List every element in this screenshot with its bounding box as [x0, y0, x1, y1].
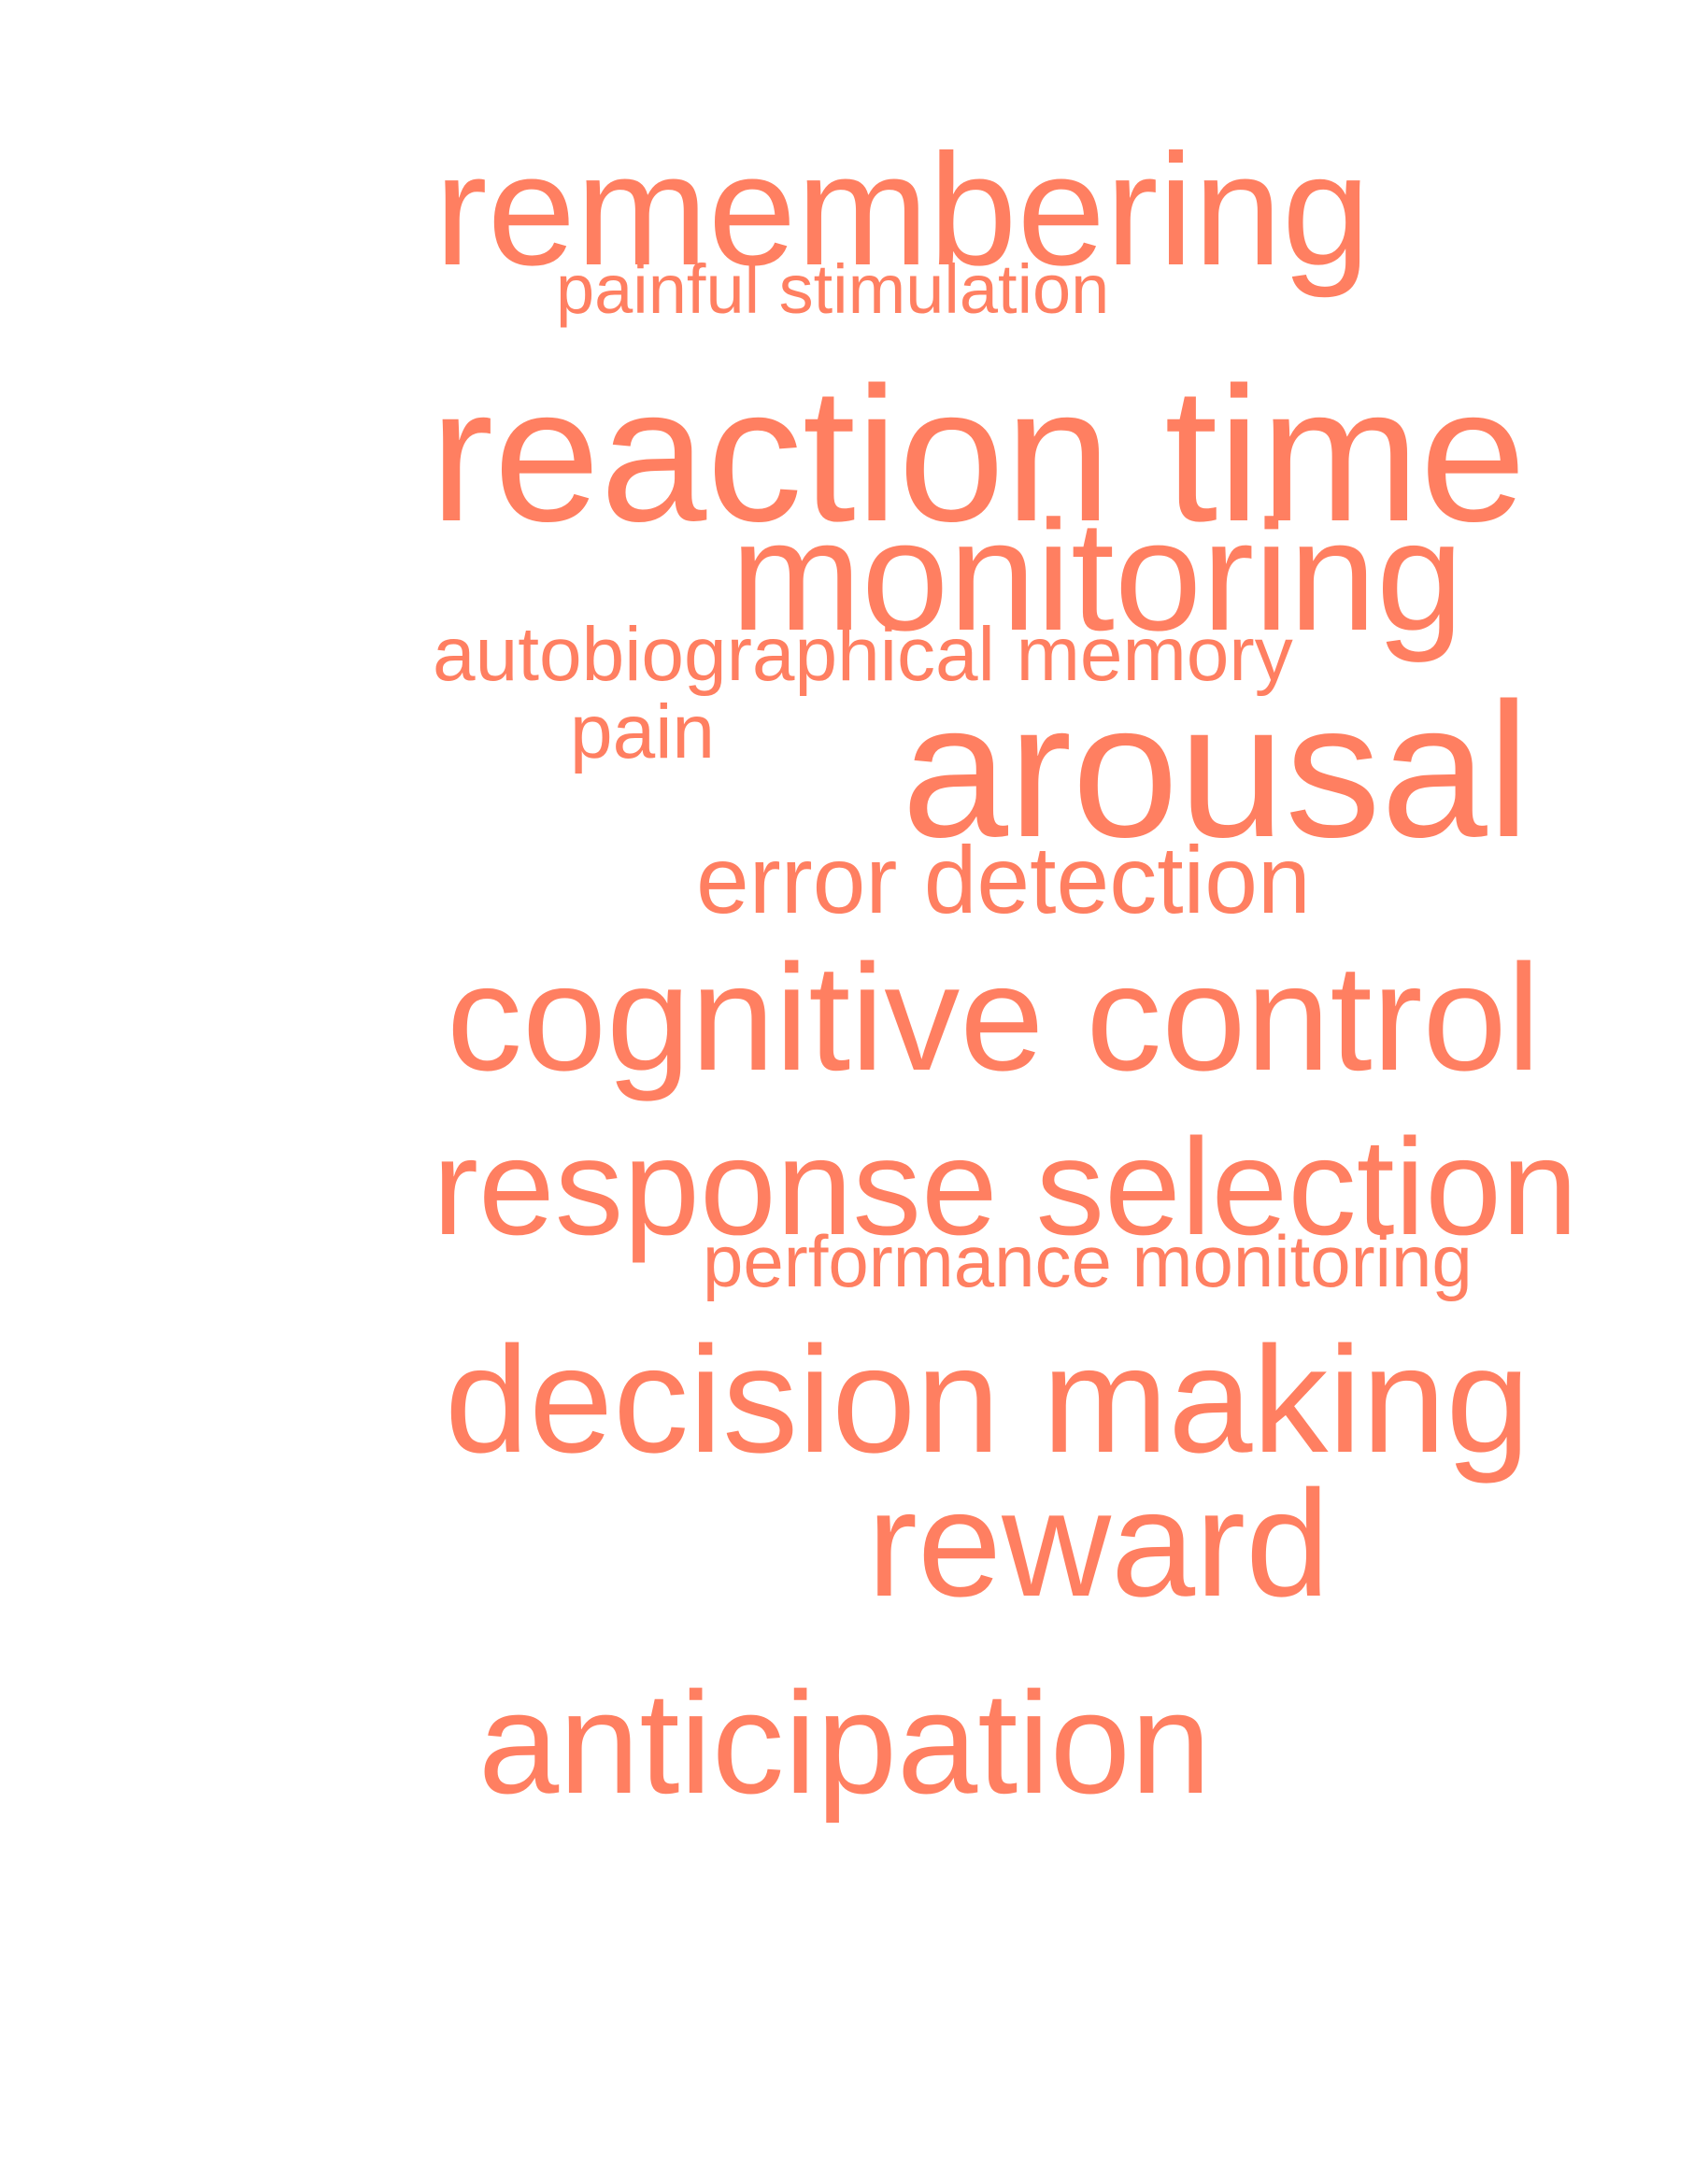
word-monitoring: monitoring: [731, 488, 1464, 663]
word-painful-stimulation: painful stimulation: [556, 250, 1110, 328]
word-autobiographical-memory: autobiographical memory: [433, 612, 1293, 697]
word-reward: reward: [867, 1459, 1331, 1628]
word-response-selection: response selection: [433, 1111, 1578, 1264]
word-reaction-time: reaction time: [430, 348, 1527, 561]
word-arousal: arousal: [902, 663, 1530, 877]
word-remembering: remembering: [434, 121, 1371, 299]
word-pain: pain: [570, 689, 716, 774]
word-anticipation: anticipation: [478, 1662, 1212, 1824]
word-error-detection: error detection: [696, 827, 1311, 933]
word-cognitive-control: cognitive control: [447, 933, 1541, 1102]
word-performance-monitoring: performance monitoring: [703, 1220, 1473, 1302]
word-decision-making: decision making: [445, 1315, 1530, 1484]
